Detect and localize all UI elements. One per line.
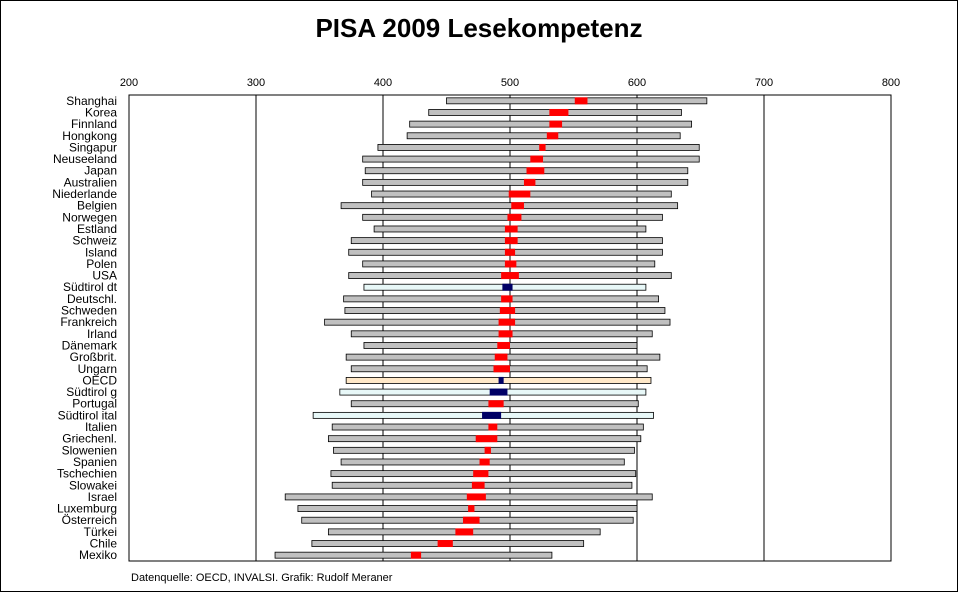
mean-marker	[475, 435, 498, 443]
country-label: Belgien	[77, 199, 117, 213]
mean-marker	[499, 307, 516, 315]
country-label: Slowakei	[69, 478, 117, 492]
x-tick-label: 800	[882, 77, 900, 89]
mean-marker	[511, 202, 524, 210]
x-tick-label: 500	[501, 77, 519, 89]
mean-marker	[502, 283, 513, 291]
mean-marker	[488, 400, 504, 408]
country-label: Israel	[88, 490, 117, 504]
mean-marker	[484, 446, 491, 454]
range-bar	[324, 318, 671, 326]
mean-marker	[493, 365, 510, 373]
country-label: Luxemburg	[57, 502, 117, 516]
range-bar	[333, 446, 635, 454]
country-label: Finnland	[71, 117, 117, 131]
mean-marker	[507, 213, 522, 221]
mean-marker	[488, 423, 498, 431]
x-tick-label: 600	[628, 77, 646, 89]
range-bar	[406, 132, 681, 140]
country-label: Shanghai	[66, 94, 117, 108]
country-label: Slowenien	[62, 443, 117, 457]
country-label: Tschechien	[57, 467, 117, 481]
mean-marker	[546, 132, 559, 140]
chart-source: Datenquelle: OECD, INVALSI. Grafik: Rudo…	[131, 572, 393, 584]
country-label: Frankreich	[60, 315, 117, 329]
mean-marker	[526, 167, 545, 175]
mean-marker	[549, 120, 563, 128]
country-label: Schweiz	[72, 234, 117, 248]
country-label: Deutschl.	[67, 292, 117, 306]
mean-marker	[501, 295, 513, 303]
mean-marker	[523, 178, 536, 186]
country-label: Südtirol dt	[63, 280, 118, 294]
country-label: Südtirol g	[66, 385, 117, 399]
mean-marker	[473, 470, 489, 478]
mean-marker	[455, 528, 474, 536]
mean-marker	[504, 237, 518, 245]
country-label: Chile	[90, 537, 118, 551]
country-label: Ungarn	[78, 362, 117, 376]
country-label: Türkei	[84, 525, 117, 539]
mean-marker	[471, 481, 485, 489]
mean-marker	[549, 108, 569, 116]
country-label: Island	[85, 245, 117, 259]
mean-marker	[498, 330, 513, 338]
mean-marker	[498, 376, 504, 384]
country-label: Singapur	[69, 140, 117, 154]
country-label: Spanien	[73, 455, 117, 469]
mean-marker	[504, 260, 517, 268]
x-tick-label: 300	[247, 77, 265, 89]
country-label: Großbrit.	[70, 350, 117, 364]
country-label: Österreich	[62, 513, 117, 527]
country-label: OECD	[82, 373, 117, 387]
country-label: Irland	[87, 327, 117, 341]
mean-marker	[468, 505, 475, 513]
range-bar	[331, 423, 644, 431]
mean-marker	[498, 318, 516, 326]
country-label: USA	[92, 269, 117, 283]
mean-marker	[504, 225, 518, 233]
range-bar	[297, 505, 638, 512]
country-label: Griechenl.	[62, 432, 117, 446]
country-label: Italien	[85, 420, 117, 434]
mean-marker	[410, 551, 422, 559]
mean-marker	[482, 411, 502, 419]
chart-title: PISA 2009 Lesekompetenz	[315, 13, 643, 43]
country-label: Australien	[64, 175, 117, 189]
x-tick-label: 400	[374, 77, 392, 89]
mean-marker	[539, 143, 546, 151]
country-label: Polen	[86, 257, 117, 271]
mean-marker	[463, 516, 480, 524]
mean-marker	[508, 190, 531, 198]
country-label: Portugal	[72, 397, 117, 411]
mean-marker	[501, 272, 519, 280]
x-tick-label: 200	[120, 77, 138, 89]
country-label: Niederlande	[52, 187, 117, 201]
country-label: Südtirol ital	[58, 408, 117, 422]
country-label: Hongkong	[62, 129, 117, 143]
range-bar	[340, 202, 679, 210]
range-bar	[377, 144, 700, 151]
x-tick-label: 700	[755, 77, 773, 89]
mean-marker	[530, 155, 544, 163]
mean-marker	[489, 388, 508, 396]
mean-marker	[574, 97, 588, 105]
country-label: Dänemark	[62, 338, 118, 352]
mean-marker	[494, 353, 508, 361]
country-label: Estland	[77, 222, 117, 236]
mean-marker	[497, 341, 510, 349]
mean-marker	[504, 248, 516, 256]
country-label: Mexiko	[79, 548, 117, 562]
mean-marker	[466, 493, 486, 501]
country-label: Norwegen	[62, 210, 117, 224]
mean-marker	[437, 540, 453, 548]
country-label: Neuseeland	[53, 152, 117, 166]
mean-marker	[479, 458, 490, 466]
country-label: Schweden	[61, 304, 117, 318]
country-label: Japan	[84, 164, 117, 178]
country-label: Korea	[85, 105, 117, 119]
